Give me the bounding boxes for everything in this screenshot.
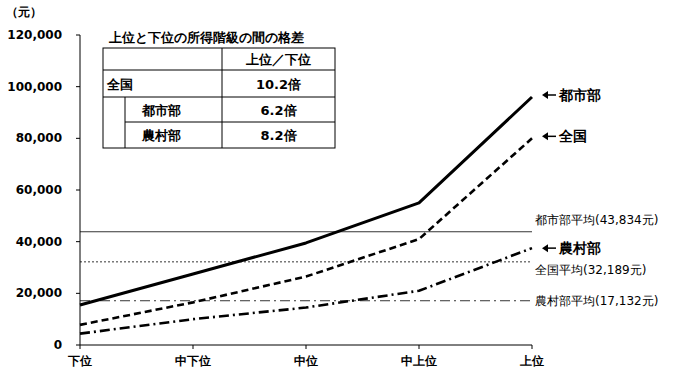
x-tick-label: 中下位 — [175, 354, 211, 368]
table-rule — [103, 97, 125, 98]
table-rule — [125, 97, 335, 98]
table-cell: 8.2倍 — [260, 128, 296, 143]
reference-line-group — [80, 300, 532, 301]
y-tick — [76, 345, 80, 346]
table-cell: 都市部 — [141, 103, 181, 118]
series-line — [80, 248, 532, 334]
y-label: （元） — [6, 5, 42, 19]
reference-label: 都市部平均(43,834元) — [535, 213, 658, 227]
reference-line-group — [80, 261, 532, 262]
y-tick — [76, 138, 80, 139]
series-label: 農村部 — [558, 240, 601, 256]
x-tick-label: 中上位 — [401, 354, 437, 368]
table-border — [103, 48, 335, 148]
y-tick-label: 100,000 — [7, 80, 62, 94]
y-tick — [76, 241, 80, 242]
table-rule — [222, 48, 223, 148]
label-arrowhead — [542, 132, 548, 140]
reference-line — [80, 231, 532, 232]
y-tick-label: 80,000 — [16, 131, 62, 145]
table-cell: 10.2倍 — [256, 77, 301, 92]
label-arrowhead — [542, 91, 548, 99]
y-tick-label: 120,000 — [7, 28, 62, 42]
y-tick-label: 60,000 — [16, 183, 62, 197]
table-cell: 6.2倍 — [260, 103, 296, 118]
reference-line — [80, 261, 532, 262]
y-tick-label: 0 — [54, 338, 62, 352]
table-rule — [125, 122, 335, 123]
series-label: 都市部 — [558, 87, 601, 103]
table-rule — [125, 97, 126, 148]
reference-label: 農村部平均(17,132元) — [535, 294, 658, 308]
label-arrowhead — [542, 244, 548, 252]
table-cell: 農村部 — [141, 128, 181, 143]
y-tick — [76, 86, 80, 87]
series-line — [80, 138, 532, 325]
y-tick — [76, 190, 80, 191]
x-tick-label: 中位 — [294, 354, 318, 368]
x-tick — [419, 345, 420, 349]
chart: （元） 0 20,000 40,000 60,000 80,000 100,000 120,0… — [0, 0, 688, 378]
reference-label: 全国平均(32,189元) — [535, 263, 646, 277]
reference-line-group — [80, 231, 532, 232]
y-tick — [76, 35, 80, 36]
x-tick — [193, 345, 194, 349]
x-tick — [80, 345, 81, 349]
reference-line — [80, 300, 532, 301]
x-tick-label: 上位 — [519, 354, 544, 368]
x-tick — [532, 345, 533, 349]
table-cell: 全国 — [106, 77, 133, 92]
series-label: 全国 — [558, 128, 587, 144]
table-rule — [103, 70, 335, 71]
table-header: 上位／下位 — [245, 52, 311, 67]
x-tick-label: 下位 — [67, 354, 92, 368]
y-tick-label: 20,000 — [16, 286, 62, 300]
inset-table: 上位／下位全国 10.2倍都市部 6.2倍農村部 8.2倍 — [103, 48, 335, 148]
x-tick — [306, 345, 307, 349]
inset-title: 上位と下位の所得階級の間の格差 — [108, 30, 304, 45]
y-tick-label: 40,000 — [16, 235, 62, 249]
y-tick — [76, 293, 80, 294]
